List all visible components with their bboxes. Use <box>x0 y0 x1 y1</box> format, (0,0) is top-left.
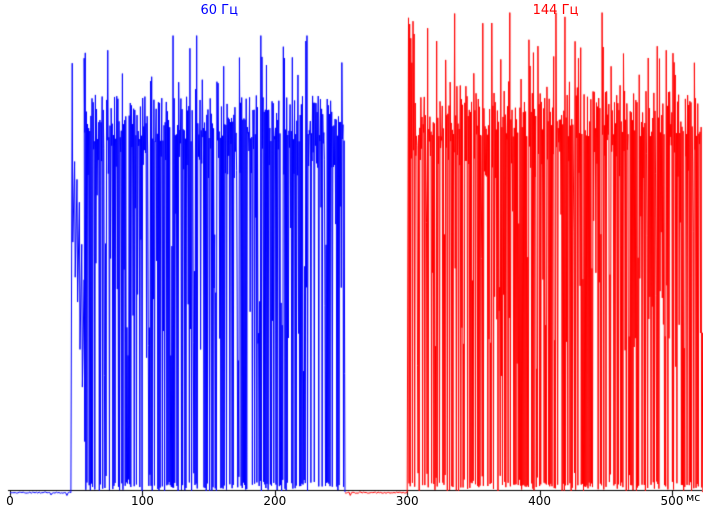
x-tick-label: 400 <box>528 494 552 508</box>
series-title-144hz: 144 Гц <box>532 3 579 18</box>
x-tick-label: 300 <box>395 494 419 508</box>
x-axis-unit-label: мс <box>686 491 701 504</box>
x-tick-label: 0 <box>6 494 14 508</box>
x-tick-label: 500 <box>660 494 684 508</box>
x-tick-label: 100 <box>130 494 154 508</box>
series-title-60hz: 60 Гц <box>200 3 238 18</box>
x-tick-label: 200 <box>263 494 287 508</box>
